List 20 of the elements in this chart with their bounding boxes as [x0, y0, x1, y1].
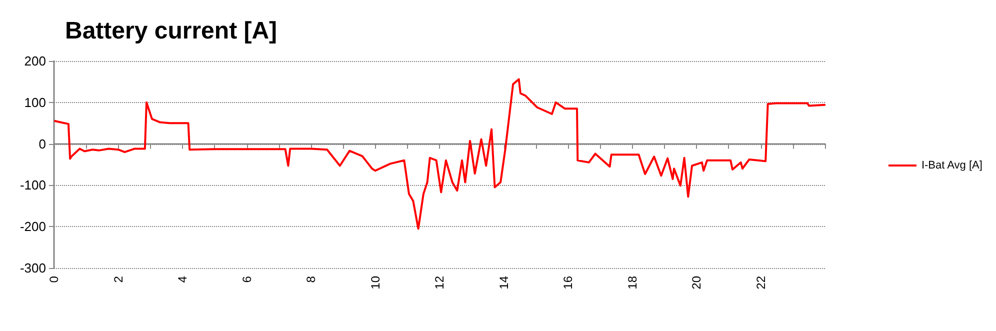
x-tick-label: 10 — [368, 276, 382, 290]
x-tick-label: 6 — [240, 276, 254, 283]
y-tick-label: 0 — [38, 136, 46, 152]
x-tick-label: 0 — [47, 276, 61, 283]
x-tick-label: 16 — [561, 276, 575, 290]
x-tick-label: 18 — [625, 276, 640, 290]
y-tick-label: -100 — [20, 178, 46, 193]
y-tick-label: 100 — [24, 94, 46, 110]
legend-label: I-Bat Avg [A] — [921, 160, 982, 172]
y-tick-label: -200 — [20, 219, 46, 234]
x-tick-label: 2 — [111, 276, 126, 283]
y-tick-label: 200 — [24, 54, 46, 68]
chart-title: Battery current [A] — [65, 18, 278, 44]
x-tick-label: 22 — [754, 276, 768, 290]
x-tick-label: 20 — [690, 276, 704, 290]
x-tick-label: 8 — [304, 276, 318, 283]
y-tick-label: -300 — [20, 260, 46, 276]
x-tick-label: 14 — [496, 276, 511, 290]
x-tick-label: 12 — [432, 276, 446, 290]
x-tick-label: 4 — [176, 276, 190, 283]
